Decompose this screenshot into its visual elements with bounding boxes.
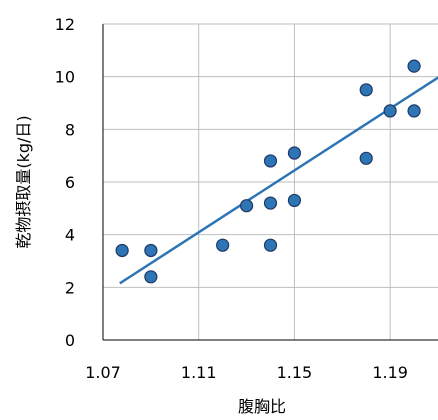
data-point [383,104,397,118]
x-tick-label: 1.15 [277,363,313,382]
data-point [263,196,278,210]
data-point [115,243,129,258]
data-point [407,104,421,118]
y-tick-label: 6 [65,173,75,192]
data-point [239,199,254,213]
data-point [359,151,373,165]
data-point [144,270,158,284]
y-tick-labels: 0 2 4 6 8 10 12 [55,15,75,350]
y-tick-label: 0 [65,331,75,350]
data-point [144,243,158,258]
y-tick-label: 12 [55,15,75,34]
data-point [287,193,302,208]
y-tick-label: 4 [65,226,75,245]
gridlines [103,23,438,340]
data-point [216,238,230,252]
y-tick-label: 10 [55,68,75,87]
x-tick-labels: 1.07 1.11 1.15 1.19 [85,363,408,382]
x-axis-title: 腹胸比 [238,397,286,416]
data-point [263,238,278,252]
y-tick-label: 2 [65,278,75,297]
data-point [263,154,278,168]
data-point [287,146,302,160]
x-tick-label: 1.07 [85,363,121,382]
data-point [407,59,421,73]
x-tick-label: 1.11 [181,363,217,382]
x-tick-label: 1.19 [372,363,408,382]
data-point [359,83,373,97]
y-axis-title: 乾物摂取量(kg/日) [14,115,33,248]
y-tick-label: 8 [65,120,75,139]
data-points [115,59,421,284]
